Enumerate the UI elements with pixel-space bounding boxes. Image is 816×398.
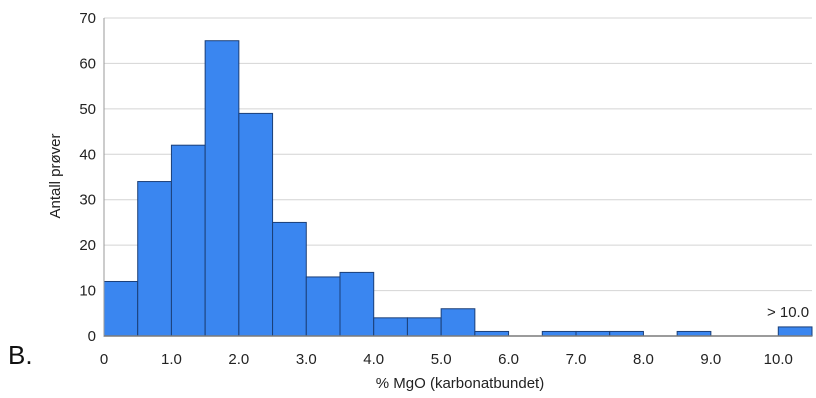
overflow-annotation: > 10.0 [767, 304, 809, 321]
x-tick-label: 4.0 [363, 351, 384, 368]
panel-label: B. [8, 340, 33, 370]
y-tick-label: 50 [79, 101, 96, 118]
x-tick-label: 0 [100, 351, 108, 368]
histogram-bar [272, 221, 307, 337]
histogram-bar [373, 317, 408, 337]
x-tick-label: 8.0 [633, 351, 654, 368]
axes [103, 18, 812, 337]
histogram-bar [204, 40, 240, 337]
y-tick-label: 60 [79, 55, 96, 72]
histogram-bar [339, 271, 375, 337]
y-tick-label: 20 [79, 237, 96, 254]
y-tick-label: 70 [79, 10, 96, 27]
histogram-bar [777, 326, 813, 337]
y-tick-labels: 0 10 20 30 40 50 60 70 [79, 10, 96, 345]
histogram-bar [305, 276, 341, 337]
x-tick-label: 2.0 [228, 351, 249, 368]
x-tick-label: 6.0 [498, 351, 519, 368]
y-tick-label: 10 [79, 283, 96, 300]
histogram-bar [406, 317, 442, 337]
x-axis-title: % MgO (karbonatbundet) [376, 375, 544, 392]
histogram-bar [238, 112, 274, 337]
x-tick-label: 7.0 [566, 351, 587, 368]
histogram-bar [170, 144, 206, 337]
x-tick-labels: 0 1.0 2.0 3.0 4.0 5.0 6.0 7.0 8.0 9.0 10.0 [100, 351, 793, 368]
x-tick-label: 10.0 [764, 351, 793, 368]
y-axis-title: Antall prøver [47, 133, 64, 218]
x-tick-label: 5.0 [431, 351, 452, 368]
y-tick-label: 30 [79, 192, 96, 209]
bars [103, 40, 813, 337]
histogram-bar [137, 181, 172, 337]
y-tick-label: 0 [88, 328, 96, 345]
histogram-bar [440, 308, 476, 337]
x-tick-label: 9.0 [700, 351, 721, 368]
y-tick-label: 40 [79, 146, 96, 163]
x-tick-label: 3.0 [296, 351, 317, 368]
histogram-bar [103, 280, 139, 337]
x-tick-label: 1.0 [161, 351, 182, 368]
